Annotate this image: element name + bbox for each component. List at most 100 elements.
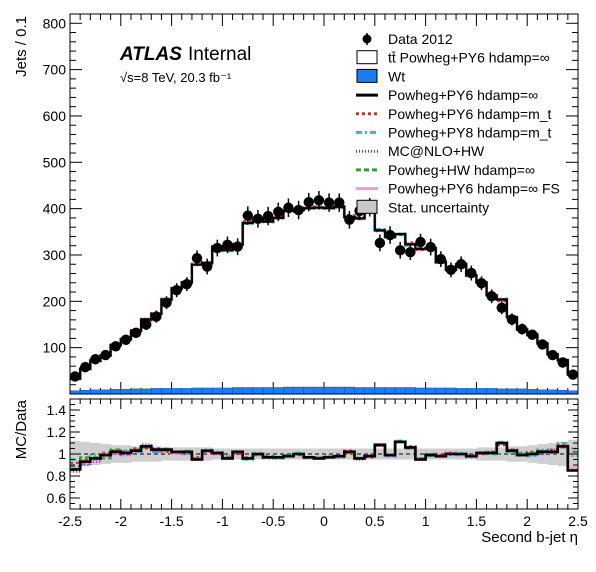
uncertainty-band-bin (161, 447, 172, 461)
data-point (486, 291, 497, 302)
main-y-tick-label: 400 (43, 201, 67, 217)
data-point (496, 302, 507, 314)
ratio-step-0 (70, 440, 578, 472)
uncertainty-band-bin (141, 446, 152, 462)
data-point (435, 253, 447, 265)
legend-entry: Wt (356, 68, 405, 84)
ratio-frame (69, 398, 579, 510)
main-frame (69, 13, 579, 395)
x-tick-labels: -2.5 -2 -1.5 -1 -0.5 0 0.5 1 1.5 2 2.5 (58, 513, 588, 529)
uncertainty-band-bin (405, 448, 416, 460)
wt-bar (130, 388, 142, 395)
legend-label: Powheg+PY6 hdamp=∞ FS (388, 181, 560, 197)
wt-bar (364, 387, 376, 395)
ratio-y-axis-title: MC/Data (13, 399, 30, 459)
data-point (120, 334, 132, 345)
data-point (161, 297, 172, 308)
legend-entry: Powheg+HW hdamp=∞ (356, 162, 535, 178)
wt-bar (313, 386, 325, 395)
legend-entry: MC@NLO+HW (356, 143, 485, 159)
wt-bar (323, 386, 335, 395)
wt-bar (374, 387, 386, 395)
wt-bar (262, 387, 274, 395)
wt-bar (384, 387, 396, 395)
legend-label: Powheg+PY6 hdamp=m_t (388, 106, 552, 122)
legend-entry: Data 2012 (362, 31, 453, 47)
x-tick-label: -1.5 (160, 513, 184, 529)
wt-bar (191, 387, 203, 395)
wt-histogram (69, 386, 579, 395)
x-tick-label: -2 (115, 513, 128, 529)
legend-entry: Powheg+PY8 hdamp=m_t (356, 125, 552, 141)
ratio-series (70, 439, 578, 473)
legend-entry: tt̄ Powheg+PY6 hdamp=∞ (356, 50, 550, 66)
wt-bar (100, 389, 111, 395)
main-y-tick-label: 200 (43, 293, 67, 309)
legend-box-icon (356, 50, 378, 65)
wt-bar (151, 388, 162, 395)
wt-bar (110, 389, 122, 395)
x-tick-label: -0.5 (261, 513, 285, 529)
main-y-tick-labels: 100 200 300 400 500 600 700 800 (43, 15, 67, 355)
x-tick-label: 2.5 (568, 513, 588, 529)
data-point (405, 246, 416, 258)
data-point (567, 369, 579, 380)
wt-bar (232, 387, 243, 395)
wt-bar (547, 389, 558, 395)
wt-bar (496, 388, 508, 395)
x-tick-label: 1.5 (467, 513, 487, 529)
wt-bar (354, 387, 365, 395)
ratio-y-tick-label: 0.8 (47, 468, 67, 484)
wt-bar (283, 386, 294, 395)
data-point (547, 349, 558, 361)
data-point (516, 323, 528, 335)
data-point (334, 197, 345, 208)
wt-bar (425, 387, 437, 395)
data-point (415, 236, 426, 248)
wt-bar (140, 388, 152, 395)
data-point (69, 371, 81, 382)
legend-label: Data 2012 (388, 31, 453, 47)
data-point (232, 241, 243, 252)
data-point (323, 197, 335, 208)
wt-bar (161, 388, 172, 395)
data-point (374, 237, 386, 249)
data-point (506, 314, 518, 325)
legend-entry: Powheg+PY6 hdamp=∞ (356, 87, 538, 103)
main-y-tick-label: 500 (43, 154, 67, 170)
x-axis-title: Second b-jet η (481, 529, 578, 546)
data-point (212, 242, 223, 254)
data-point (80, 361, 91, 373)
data-points (69, 191, 579, 382)
ratio-ticks (69, 399, 579, 509)
data-point (527, 329, 538, 340)
legend-entry: Powheg+PY6 hdamp=m_t (356, 106, 552, 122)
data-point (201, 261, 213, 272)
data-point (455, 259, 467, 270)
data-point (303, 196, 314, 208)
wt-bar (405, 387, 416, 395)
x-tick-label: -2.5 (58, 513, 82, 529)
data-point (293, 204, 304, 216)
ratio-y-tick-label: 1.4 (47, 402, 67, 418)
uncertainty-band-bin (313, 448, 325, 460)
data-point (110, 341, 121, 352)
legend-entry: Stat. uncertainty (356, 199, 489, 215)
legend-label: Powheg+HW hdamp=∞ (388, 162, 535, 178)
ratio-y-tick-label: 1.2 (47, 424, 67, 440)
main-y-tick-label: 300 (43, 247, 67, 263)
main-y-tick-label: 600 (43, 108, 67, 124)
wt-bar (506, 388, 518, 395)
uncertainty-band-bin (181, 447, 193, 461)
legend-label: Wt (388, 68, 405, 84)
wt-bar (465, 388, 477, 395)
wt-bar (445, 387, 457, 395)
data-point (151, 311, 162, 322)
data-point (191, 253, 203, 264)
data-point (466, 267, 477, 279)
wt-bar (557, 390, 569, 395)
ratio-y-tick-labels: 0.6 0.8 1 1.2 1.4 (47, 402, 67, 506)
data-point (90, 354, 101, 365)
main-y-tick-label: 100 (43, 340, 67, 356)
